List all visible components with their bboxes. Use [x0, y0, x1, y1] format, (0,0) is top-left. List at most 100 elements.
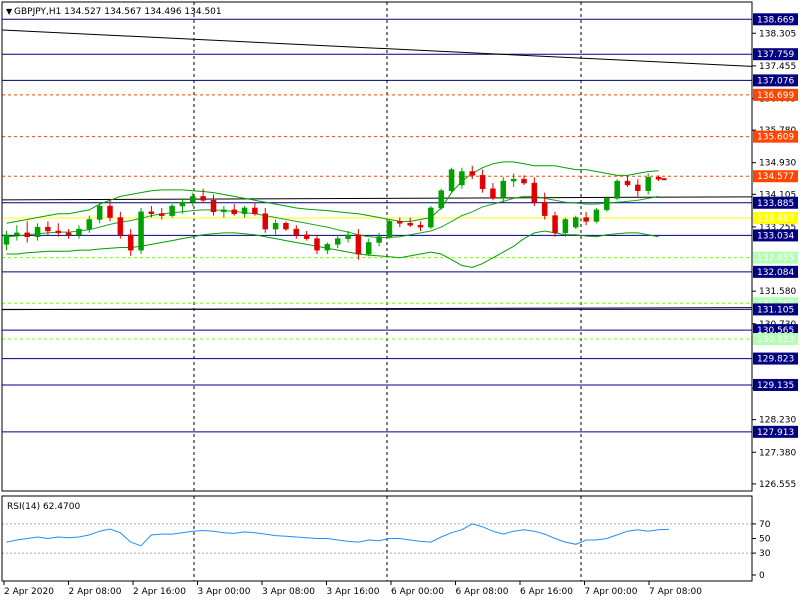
price-tick-label: 133.255 — [759, 223, 796, 233]
candle-body — [241, 207, 248, 214]
candle-body — [190, 196, 196, 203]
candle-body — [655, 177, 662, 180]
price-tick-label: 134.930 — [759, 159, 796, 169]
bollinger-middle — [6, 195, 659, 238]
candle-body — [355, 234, 362, 255]
time-tick-label: 2 Apr 2020 — [4, 587, 54, 597]
level-tag-label: 136.699 — [757, 91, 794, 101]
level-tag-133-885 — [753, 196, 798, 209]
price-tick-label: 134.105 — [759, 190, 796, 200]
candle-body — [324, 244, 331, 251]
candle-body — [148, 211, 155, 214]
level-tag-label: 127.913 — [757, 428, 794, 438]
candle-body — [541, 201, 548, 216]
candle-body — [376, 236, 382, 243]
candle-body — [45, 226, 51, 232]
level-tag-label: 132.455 — [757, 254, 794, 264]
candle-body — [407, 223, 413, 226]
bollinger-lower — [6, 230, 659, 268]
time-tick-label: 3 Apr 16:00 — [327, 587, 380, 597]
time-tick-label: 6 Apr 08:00 — [456, 587, 509, 597]
level-tag-label: 135.609 — [757, 133, 794, 143]
level-tag-133-487 — [753, 212, 798, 225]
candle-body — [14, 232, 20, 236]
axis-labels-layer: 138.305137.455136.605135.780134.930134.1… — [3, 13, 798, 597]
rsi-layer — [2, 523, 752, 554]
level-tag-138-669 — [753, 13, 798, 26]
candle-body — [159, 213, 165, 216]
time-tick-label: 6 Apr 16:00 — [520, 587, 573, 597]
rsi-tick-label: 30 — [759, 549, 771, 559]
candle-body — [521, 178, 527, 184]
candle-body — [179, 201, 186, 207]
candle-body — [604, 198, 610, 211]
candle-body — [293, 228, 300, 236]
level-tag-label: 138.669 — [757, 15, 794, 25]
bollinger-bands-layer — [6, 161, 659, 268]
candle-body — [221, 209, 227, 213]
candle-body — [459, 171, 465, 186]
candle-body — [417, 224, 424, 228]
level-tag-label: 133.885 — [757, 199, 794, 209]
candle-body — [438, 190, 444, 209]
level-tag-129-823 — [753, 352, 798, 365]
candles-layer — [3, 165, 667, 260]
level-tag-132-455 — [753, 251, 798, 264]
price-tick-label: 126.555 — [759, 480, 796, 490]
candle-body — [200, 196, 206, 201]
candle-body — [397, 221, 403, 224]
candle-body — [573, 217, 579, 228]
rsi-tick-label: 0 — [759, 571, 765, 581]
level-tag-label: 134.577 — [757, 172, 794, 182]
rsi-line — [6, 523, 669, 547]
level-tag-129-135 — [753, 378, 798, 391]
level-tag-label: 137.076 — [757, 76, 794, 86]
candle-body — [635, 184, 641, 191]
trend-channel-layer — [2, 29, 753, 311]
chart-menu-arrow-icon[interactable]: ▼ — [6, 7, 13, 16]
candle-body — [138, 211, 144, 251]
candle-body — [479, 175, 486, 190]
candle-body — [262, 213, 268, 230]
level-tag-137-759 — [753, 48, 798, 61]
candle-body — [65, 232, 72, 236]
candle-body — [448, 169, 455, 191]
time-tick-label: 3 Apr 00:00 — [198, 587, 251, 597]
candle-body — [428, 207, 434, 228]
candle-body — [614, 180, 620, 199]
price-tick-label: 127.380 — [759, 448, 796, 458]
candle-body — [500, 180, 507, 199]
candle-body — [231, 209, 237, 214]
level-tag-label: 129.135 — [757, 381, 794, 391]
level-tag-133-034 — [753, 229, 798, 242]
level-tag-134-577 — [753, 170, 798, 183]
time-tick-label: 7 Apr 08:00 — [649, 587, 702, 597]
price-tick-label: 131.580 — [759, 287, 796, 297]
candle-body — [107, 205, 113, 218]
channel-line — [2, 196, 753, 201]
level-tag-label: 131.105 — [757, 305, 794, 315]
candle-body — [86, 219, 93, 230]
candle-body — [303, 234, 310, 239]
time-tick-label: 3 Apr 08:00 — [262, 587, 315, 597]
candle-body — [3, 234, 10, 245]
candle-body — [252, 207, 258, 214]
price-tick-label: 128.230 — [759, 416, 796, 426]
candle-body — [366, 242, 372, 255]
channel-line — [2, 307, 753, 311]
candle-body — [645, 177, 651, 191]
candle-body — [283, 223, 289, 230]
candle-body — [117, 217, 124, 236]
level-tag-label: 130.333 — [757, 335, 794, 345]
price-tick-label: 137.455 — [759, 62, 796, 72]
rsi-title: RSI(14) 62.4700 — [7, 502, 80, 512]
time-tick-label: 6 Apr 00:00 — [391, 587, 444, 597]
level-tag-label: 130.565 — [757, 326, 794, 336]
level-tag-136-699 — [753, 88, 798, 101]
chart-title: GBPJPY,H1 134.527 134.567 134.496 134.50… — [14, 7, 222, 17]
candle-body — [562, 219, 569, 234]
level-tag-131-105 — [753, 303, 798, 316]
level-tag-label: 133.034 — [757, 231, 794, 241]
